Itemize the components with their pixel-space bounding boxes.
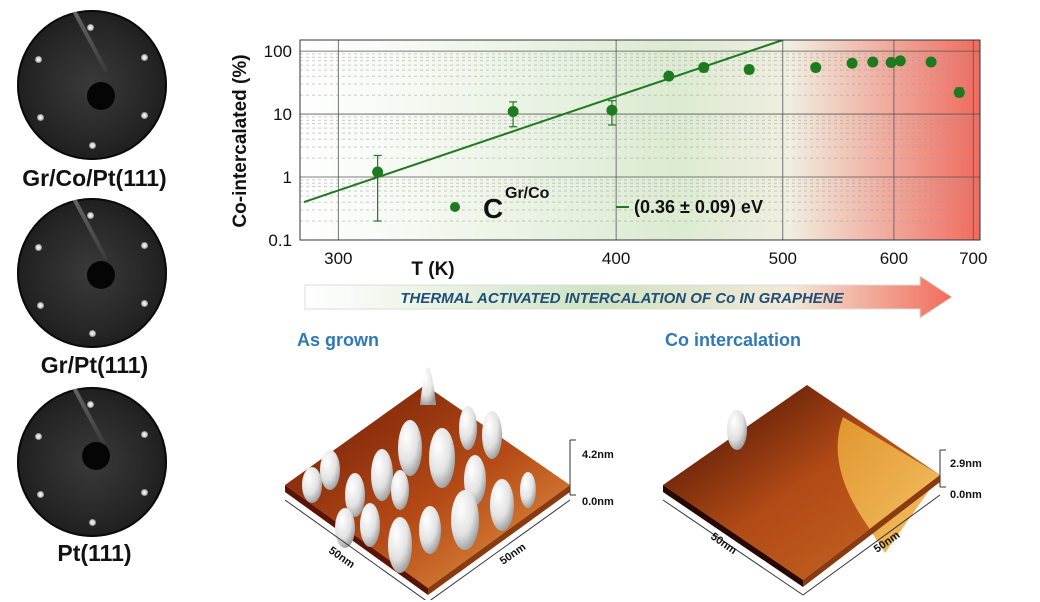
data-point: [810, 61, 822, 73]
legend: C Gr/Co (0.36 ± 0.09) eV: [450, 185, 763, 224]
legend-marker: [450, 202, 460, 212]
y-tick-label: 1: [283, 168, 292, 187]
data-point: [698, 61, 710, 73]
y-axis-label: Co-intercalated (%): [230, 54, 251, 227]
data-point: [925, 56, 937, 68]
afm-title-co-intercalation: Co intercalation: [665, 330, 802, 350]
x-axis-label: T (K): [411, 259, 454, 280]
x-tick-label: 700: [959, 249, 987, 268]
afm2-z-min: 0.0nm: [950, 489, 982, 501]
data-point: [885, 56, 897, 68]
afm1-z-max: 4.2nm: [582, 449, 614, 461]
afm2-z-max: 2.9nm: [950, 458, 982, 470]
leed-pattern-pt-icon: [17, 387, 167, 537]
y-tick-label: 100: [264, 42, 292, 61]
data-point: [606, 104, 618, 116]
data-point: [663, 70, 675, 82]
x-tick-label: 600: [880, 249, 908, 268]
legend-series-label: C: [483, 193, 503, 224]
thermal-arrow-text: THERMAL ACTIVATED INTERCALATION OF Co IN…: [400, 290, 844, 307]
legend-series-sup: Gr/Co: [505, 185, 550, 202]
data-point: [372, 166, 384, 178]
legend-fit-label: (0.36 ± 0.09) eV: [634, 197, 763, 217]
y-tick-label: 0.1: [268, 231, 292, 250]
afm1-z-min: 0.0nm: [582, 496, 614, 508]
afm-title-as-grown: As grown: [297, 330, 380, 350]
x-tick-label: 300: [324, 249, 352, 268]
leed-label-grco: Gr/Co/Pt(111): [22, 165, 167, 191]
y-tick-label: 10: [273, 105, 292, 124]
afm1-y-label: 50nm: [498, 541, 529, 567]
plot-background: [300, 40, 980, 240]
data-point: [894, 55, 906, 67]
plot-frame: [299, 39, 981, 241]
afm-as-grown-icon: 4.2nm 0.0nm 50nm 50nm: [284, 367, 614, 600]
leed-pattern-grpt-icon: [17, 198, 167, 348]
data-point: [867, 56, 879, 68]
thermal-arrow: [304, 275, 953, 319]
leed-pattern-grco-icon: [17, 10, 167, 160]
data-point: [953, 86, 965, 98]
intercalation-chart: 0.1 1 10 100 300 400 500 600 700 Co-intercalated…: [230, 39, 987, 319]
afm-co-intercalation-icon: 2.9nm 0.0nm 50nm 50nm: [662, 385, 982, 596]
data-point: [846, 57, 858, 69]
x-tick-label: 400: [602, 249, 630, 268]
leed-label-grpt: Gr/Pt(111): [40, 352, 149, 378]
x-tick-label: 500: [769, 249, 797, 268]
data-point: [743, 64, 755, 76]
leed-label-pt: Pt(111): [57, 540, 132, 566]
data-point: [507, 105, 519, 117]
